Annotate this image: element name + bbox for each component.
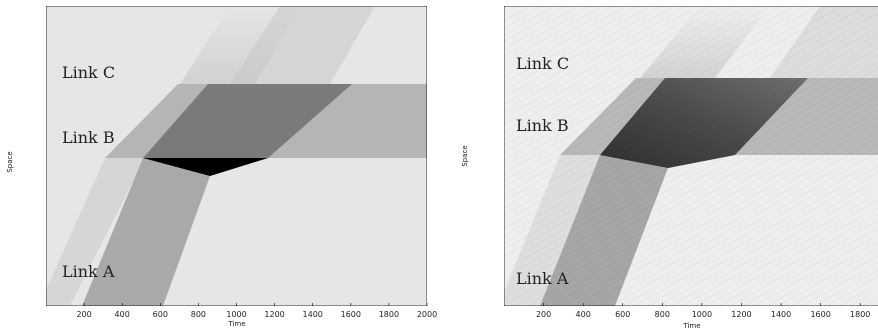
chart-right-x-tick-label-1400: 1400 [771, 310, 791, 319]
chart-left-link-a-light [46, 158, 145, 306]
chart-right-x-axis-label: Time [682, 322, 700, 330]
chart-left-spillback [143, 158, 268, 176]
chart-right-region-label-link-b: Link B [516, 116, 569, 135]
chart-right-x-tick-label-800: 800 [655, 310, 670, 319]
chart-left-x-tick-label-800: 800 [191, 310, 206, 319]
chart-left-x-tick-label-1800: 1800 [379, 310, 399, 319]
chart-left-x-axis-label: Time [227, 320, 245, 328]
chart-left-x-tick-label-1000: 1000 [226, 310, 246, 319]
chart-right-x-tick-label-200: 200 [536, 310, 551, 319]
chart-left-x-ticks: 200 400 600 800 1000 1200 1400 1600 1800 2000 [76, 303, 437, 319]
chart-right-x-tick-label-1600: 1600 [810, 310, 830, 319]
chart-left-link-a-platoon [82, 158, 268, 306]
chart-left-plot-area [46, 6, 427, 306]
chart-right-x-tick-label-1800: 1800 [850, 310, 870, 319]
chart-right-x-tick-label-1000: 1000 [692, 310, 712, 319]
chart-left-y-axis-label: Space [6, 151, 14, 172]
chart-right-region-label-link-c: Link C [516, 54, 569, 73]
chart-right-x-tick-label-600: 600 [615, 310, 630, 319]
chart-right-x-tick-label-400: 400 [576, 310, 591, 319]
chart-right-texture [504, 6, 878, 306]
chart-left-link-c-flow-2 [230, 6, 375, 84]
chart-right-x-tick-label-1200: 1200 [731, 310, 751, 319]
chart-left: Link C Link B Link A 200 400 600 800 1000 120… [6, 6, 437, 328]
chart-right-region-label-link-a: Link A [516, 269, 569, 288]
chart-left-congestion [143, 84, 352, 158]
chart-left-x-tick-label-1400: 1400 [303, 310, 323, 319]
chart-left-region-label-link-c: Link C [62, 63, 115, 82]
chart-left-x-tick-label-200: 200 [76, 310, 91, 319]
chart-left-x-tick-label-2000: 2000 [417, 310, 437, 319]
chart-right-y-axis-label: Space [461, 145, 469, 166]
chart-left-x-tick-label-400: 400 [115, 310, 130, 319]
chart-right-x-ticks: 200 400 600 800 1000 1200 1400 1600 1800 [536, 303, 870, 319]
chart-left-region-label-link-a: Link A [62, 262, 115, 281]
chart-right-plot-area [504, 6, 878, 306]
chart-left-region-label-link-b: Link B [62, 128, 115, 147]
chart-left-x-tick-label-1600: 1600 [341, 310, 361, 319]
chart-left-x-tick-label-600: 600 [153, 310, 168, 319]
chart-left-x-tick-label-1200: 1200 [264, 310, 284, 319]
chart-right: Link C Link B Link A 200 400 600 800 1000 120… [461, 6, 878, 330]
